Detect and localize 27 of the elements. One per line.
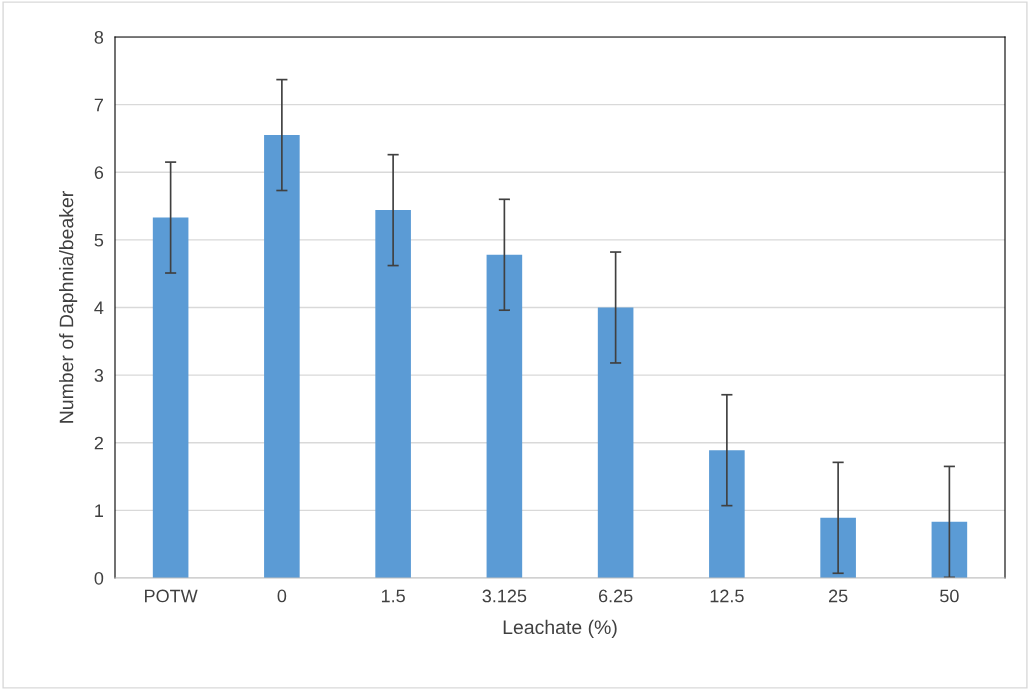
y-tick-label: 2: [94, 436, 103, 450]
x-tick-label: 6.25: [598, 589, 633, 603]
bar: [375, 210, 411, 578]
bar: [152, 217, 189, 578]
x-tick-label: POTW: [145, 589, 198, 603]
y-tick-label: 3: [94, 369, 104, 382]
bar: [597, 307, 634, 578]
x-axis-title: Leachate (%): [503, 619, 617, 638]
bar: [264, 135, 300, 578]
x-tick-label: 0: [277, 589, 287, 603]
y-axis-title: Number of Daphnia/beaker: [59, 191, 78, 423]
x-tick-label: 25: [828, 589, 848, 603]
y-tick-label: 4: [94, 301, 104, 315]
x-tick-label: 50: [940, 589, 959, 603]
x-tick-label: 12.5: [710, 589, 744, 603]
y-tick-label: 7: [94, 98, 103, 112]
y-tick-label: 0: [94, 571, 104, 585]
y-tick-label: 6: [94, 166, 104, 179]
bar: [820, 517, 856, 578]
y-tick-label: 8: [94, 30, 104, 44]
bar: [931, 521, 968, 578]
y-tick-label: 5: [94, 234, 104, 247]
x-tick-label: 3.125: [482, 589, 527, 603]
bar: [486, 254, 523, 578]
bar: [709, 450, 745, 578]
x-tick-label: 1.5: [381, 589, 405, 603]
y-tick-label: 1: [95, 504, 104, 517]
